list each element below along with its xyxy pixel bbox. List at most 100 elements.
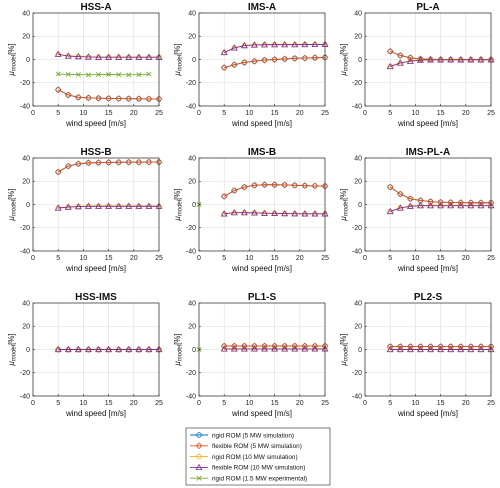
data-point xyxy=(281,345,289,352)
data-point xyxy=(74,345,82,353)
x-tick-label: 10 xyxy=(412,400,420,407)
data-point xyxy=(291,181,299,189)
data-point xyxy=(125,202,133,209)
legend-label: rigid ROM (1.5 MW experimental) xyxy=(212,476,307,483)
x-tick-label: 10 xyxy=(246,400,254,407)
x-tick-label: 15 xyxy=(105,400,113,407)
x-tick-label: 20 xyxy=(130,255,138,262)
series-flexible-rom-10-mw-simulation xyxy=(386,202,495,215)
data-point xyxy=(406,202,414,209)
x-tick-label: 25 xyxy=(487,400,495,407)
legend-entry: flexible ROM (5 MW simulation) xyxy=(190,442,302,450)
series-line xyxy=(223,184,326,197)
series-rigid-rom-1-5-mw-experimental xyxy=(55,71,152,78)
y-tick-label: 40 xyxy=(22,155,30,162)
series-flexible-rom-10-mw-simulation xyxy=(220,345,329,352)
x-tick-label: 10 xyxy=(412,255,420,262)
data-point xyxy=(230,345,238,352)
x-axis-label: wind speed [m/s] xyxy=(65,409,126,418)
y-tick-label: 40 xyxy=(188,155,196,162)
y-tick-label: -40 xyxy=(352,393,362,400)
y-axis-label: μmodel[%] xyxy=(339,333,350,366)
y-tick-label: -20 xyxy=(20,225,30,232)
x-tick-label: 10 xyxy=(412,110,420,117)
y-axis-label: μmodel[%] xyxy=(7,188,18,221)
y-tick-label: -20 xyxy=(186,370,196,377)
y-axis-label: μmodel[%] xyxy=(173,43,184,76)
data-point xyxy=(416,345,424,353)
y-tick-label: 20 xyxy=(22,324,30,331)
data-point xyxy=(116,72,122,78)
data-point xyxy=(85,159,92,167)
data-point xyxy=(64,91,72,99)
subplot-title: PL-A xyxy=(416,2,439,13)
data-point xyxy=(396,52,404,59)
x-tick-label: 5 xyxy=(222,400,226,407)
data-point xyxy=(301,182,309,190)
data-point xyxy=(467,345,475,353)
series-flexible-rom-10-mw-simulation xyxy=(220,40,329,56)
series-line xyxy=(57,161,159,173)
data-point xyxy=(301,54,309,62)
legend-entry: rigid ROM (5 MW simulation) xyxy=(190,432,294,439)
x-tick-label: 25 xyxy=(155,255,163,262)
x-tick-label: 10 xyxy=(80,255,88,262)
x-axis-label: wind speed [m/s] xyxy=(231,409,292,418)
series-line xyxy=(58,205,159,209)
data-point xyxy=(447,202,455,209)
subplot-title: PL2-S xyxy=(414,292,443,303)
data-point xyxy=(386,183,394,191)
subplot-hss-b: 0 5 10 15 20 25 -40 -20 0 20 40 HSS-B wind speed [m/… xyxy=(7,147,163,273)
subplot-ims-pl-a: 0 5 10 15 20 25 -40 -20 0 20 40 IMS-PL-A wind speed … xyxy=(339,147,495,273)
x-tick-label: 10 xyxy=(246,110,254,117)
subplot-title: HSS-A xyxy=(80,2,111,13)
data-point xyxy=(281,209,289,217)
data-point xyxy=(95,53,102,60)
data-point xyxy=(477,345,485,353)
data-point xyxy=(301,40,309,48)
x-tick-label: 0 xyxy=(197,400,201,407)
x-tick-label: 0 xyxy=(31,255,35,262)
x-tick-label: 0 xyxy=(363,400,367,407)
x-tick-label: 15 xyxy=(437,110,445,117)
y-tick-label: 20 xyxy=(22,34,30,41)
x-tick-label: 0 xyxy=(197,255,201,262)
y-tick-label: 20 xyxy=(188,179,196,186)
legend-label: rigid ROM (5 MW simulation) xyxy=(212,432,294,439)
subplot-ims-b: 0 5 10 15 20 25 -40 -20 0 20 40 IMS-B wind speed [m/… xyxy=(173,147,329,273)
data-point xyxy=(250,345,258,352)
x-tick-label: 0 xyxy=(197,110,201,117)
x-tick-label: 20 xyxy=(130,110,138,117)
data-point xyxy=(105,159,112,166)
data-point xyxy=(74,160,82,168)
data-point xyxy=(457,202,465,209)
data-point xyxy=(396,204,404,211)
data-point xyxy=(54,168,62,176)
y-tick-label: 20 xyxy=(22,179,30,186)
data-point xyxy=(64,345,72,353)
data-point xyxy=(240,59,248,66)
y-tick-label: 20 xyxy=(354,179,362,186)
data-point xyxy=(84,53,92,60)
data-point xyxy=(437,198,444,206)
data-point xyxy=(406,57,414,64)
data-point xyxy=(54,204,62,211)
x-axis-label: wind speed [m/s] xyxy=(65,264,126,273)
x-tick-label: 10 xyxy=(80,110,88,117)
x-axis-label: wind speed [m/s] xyxy=(65,119,126,128)
y-tick-label: 40 xyxy=(22,10,30,17)
data-point xyxy=(477,202,485,209)
data-point xyxy=(417,55,424,63)
data-point xyxy=(311,54,319,62)
x-axis-label: wind speed [m/s] xyxy=(231,264,292,273)
data-point xyxy=(64,203,72,210)
data-point xyxy=(291,210,299,217)
data-point xyxy=(105,53,113,60)
series-line xyxy=(58,73,149,76)
x-tick-label: 20 xyxy=(296,255,304,262)
x-tick-label: 15 xyxy=(271,110,279,117)
y-tick-label: -40 xyxy=(186,393,196,400)
x-tick-label: 15 xyxy=(105,255,113,262)
y-axis-label: μmodel[%] xyxy=(339,43,350,76)
data-point xyxy=(291,54,299,62)
